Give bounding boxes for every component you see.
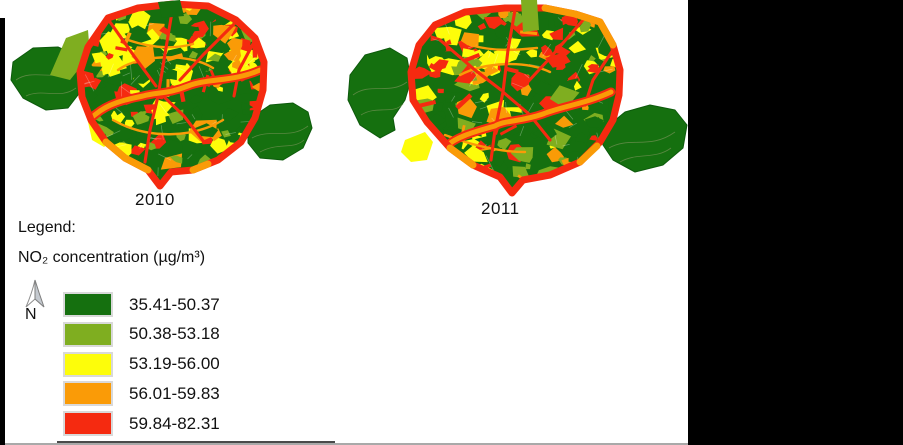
- legend-row: 53.19-56.00: [63, 351, 220, 377]
- black-letterbox-left: [0, 18, 5, 445]
- legend-color-swatch: [63, 292, 113, 317]
- legend-color-swatch: [63, 411, 113, 437]
- map-year-label-2010: 2010: [135, 190, 175, 209]
- legend-range-label: 56.01-59.83: [129, 383, 220, 403]
- legend-range-label: 50.38-53.18: [129, 324, 220, 344]
- legend-row: 50.38-53.18: [63, 321, 220, 347]
- north-label: N: [25, 306, 37, 323]
- legend-range-label: 59.84-82.31: [129, 413, 220, 433]
- black-letterbox-right: [688, 0, 903, 445]
- legend-subtitle: NO₂ concentration (µg/m³): [18, 249, 206, 266]
- legend-color-swatch: [63, 381, 113, 407]
- legend-row: 56.01-59.83: [63, 381, 220, 407]
- legend-row: 35.41-50.37: [63, 292, 220, 317]
- legend-classes: 35.41-50.37 50.38-53.18 53.19-56.00 56.01-5…: [63, 292, 220, 443]
- legend-title: Legend:: [18, 219, 76, 236]
- legend-color-swatch: [63, 321, 113, 347]
- legend-color-swatch: [63, 351, 113, 377]
- map-2010-paris-no2: [10, 0, 313, 190]
- map-2011-paris-no2: [347, 0, 688, 197]
- legend-range-label: 35.41-50.37: [129, 294, 220, 314]
- north-arrow-icon: [18, 279, 58, 318]
- legend-row: 59.84-82.31: [63, 411, 220, 437]
- map-year-label-2011: 2011: [481, 199, 520, 218]
- figure-bottom-border: [5, 443, 688, 445]
- legend-cutoff-border: [57, 441, 335, 443]
- legend-range-label: 53.19-56.00: [129, 354, 220, 374]
